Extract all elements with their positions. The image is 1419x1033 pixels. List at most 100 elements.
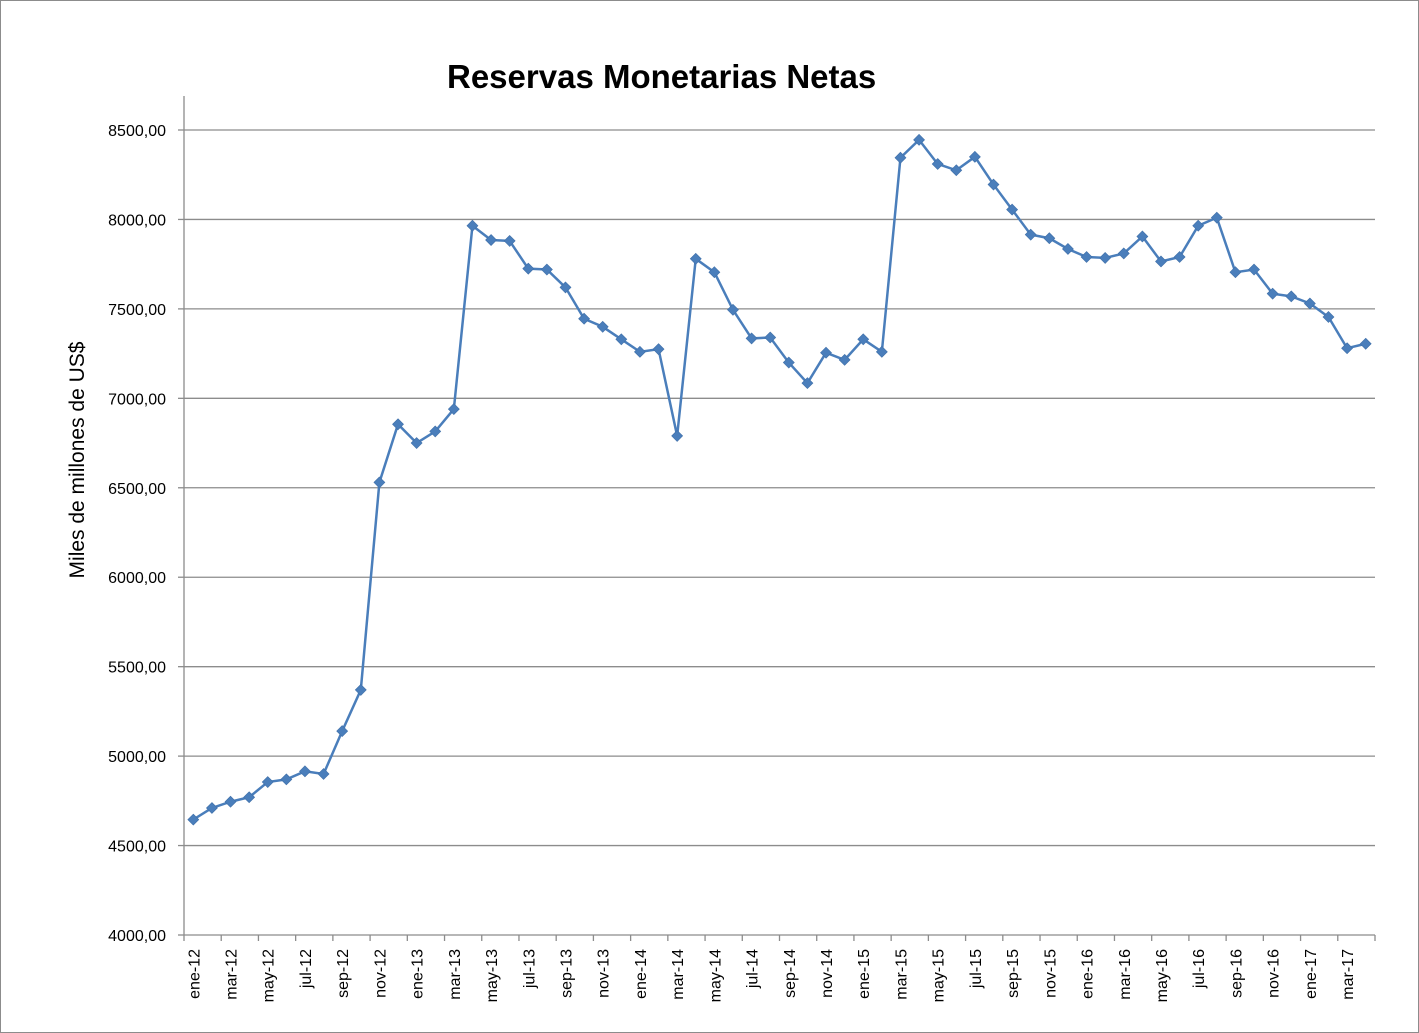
axes <box>178 96 1376 941</box>
data-point <box>466 219 479 232</box>
data-point <box>1192 219 1205 232</box>
x-tick-label: mar-17 <box>1340 949 1357 1000</box>
y-tick-label: 4500,00 <box>108 839 166 856</box>
data-point <box>913 133 925 146</box>
data-point <box>1043 232 1056 245</box>
x-tick-label: mar-12 <box>224 949 241 1000</box>
data-point <box>857 333 870 346</box>
y-tick-labels: 4000,00 4500,00 5000,00 5500,00 6000,00 6500,… <box>108 123 166 945</box>
y-tick-label: 8500,00 <box>108 123 166 140</box>
x-tick-label: ene-14 <box>633 949 650 999</box>
data-point <box>1080 251 1093 263</box>
data-point <box>336 725 349 737</box>
data-point <box>243 791 256 804</box>
data-point <box>1006 203 1019 216</box>
data-point <box>410 437 423 449</box>
data-point <box>392 418 404 431</box>
x-tick-label: jul-15 <box>968 949 985 989</box>
x-tick-label: jul-14 <box>745 949 762 989</box>
data-point <box>1341 342 1354 355</box>
data-point <box>652 343 665 356</box>
x-tick-label: jul-16 <box>1191 949 1208 989</box>
data-point <box>187 813 200 826</box>
data-point <box>894 151 907 164</box>
x-tick-label: may-13 <box>484 949 501 1002</box>
data-point <box>1322 311 1335 323</box>
x-tick-label: jul-12 <box>298 949 315 989</box>
data-point <box>1229 266 1242 279</box>
data-point <box>1173 251 1186 263</box>
gridlines <box>184 129 1375 847</box>
y-tick-label: 6000,00 <box>108 570 166 587</box>
data-point <box>522 262 535 275</box>
data-point <box>205 802 218 814</box>
x-tick-label: ene-17 <box>1303 949 1320 999</box>
data-point <box>1062 243 1074 255</box>
x-tick-label: nov-16 <box>1266 949 1283 998</box>
data-point <box>1136 230 1149 243</box>
data-point <box>1303 297 1316 310</box>
x-tick-label: ene-16 <box>1080 949 1097 999</box>
data-point <box>838 353 851 366</box>
x-tick-label: jul-13 <box>521 949 538 989</box>
data-point <box>373 476 386 489</box>
data-point <box>1024 228 1037 241</box>
x-tick-label: sep-16 <box>1228 949 1245 998</box>
chart-title: Reservas Monetarias Netas <box>447 58 877 95</box>
x-tick-label: sep-12 <box>335 949 352 998</box>
y-tick-label: 7000,00 <box>108 391 166 408</box>
data-point <box>745 332 758 345</box>
x-tick-label: ene-12 <box>186 949 203 999</box>
data-point <box>317 768 330 780</box>
x-tick-label: mar-15 <box>893 949 910 1000</box>
x-tick-label: may-16 <box>1154 949 1171 1002</box>
x-tick-label: nov-15 <box>1042 949 1059 998</box>
y-tick-label: 5000,00 <box>108 749 166 766</box>
data-point <box>764 331 777 344</box>
data-point <box>1117 247 1130 260</box>
data-point <box>596 320 609 333</box>
x-tick-label: nov-14 <box>819 949 836 998</box>
data-point <box>1285 290 1298 303</box>
data-point <box>820 346 832 359</box>
data-point <box>1266 287 1279 300</box>
data-point <box>708 266 721 279</box>
data-point <box>671 429 684 442</box>
data-point <box>447 403 460 415</box>
data-point <box>299 765 311 778</box>
y-tick-label: 4000,00 <box>108 928 166 945</box>
data-point <box>875 345 888 358</box>
x-tick-label: ene-15 <box>856 949 873 999</box>
x-tick-label: ene-13 <box>410 949 427 999</box>
x-tick-label: mar-16 <box>1117 949 1134 1000</box>
data-point <box>634 345 646 358</box>
x-tick-label: may-14 <box>707 949 724 1002</box>
data-point <box>615 333 628 346</box>
data-point <box>931 158 944 170</box>
data-markers <box>187 133 1372 826</box>
data-point <box>429 425 442 438</box>
x-tick-label: mar-14 <box>670 949 687 1000</box>
data-point <box>1248 263 1260 276</box>
x-tick-labels: ene-12 mar-12 may-12 jul-12 sep-12 nov-12 ene-… <box>186 949 1357 1002</box>
data-point <box>540 263 553 276</box>
data-point <box>727 303 739 316</box>
y-tick-label: 6500,00 <box>108 481 166 498</box>
x-tick-label: sep-14 <box>782 949 799 998</box>
x-tick-label: nov-13 <box>596 949 613 998</box>
data-point <box>1210 211 1223 224</box>
data-point <box>578 312 591 325</box>
data-point <box>485 234 497 246</box>
y-tick-label: 7500,00 <box>108 302 166 319</box>
data-point <box>559 281 572 294</box>
data-point <box>987 178 1000 191</box>
x-tick-label: sep-13 <box>558 949 575 998</box>
data-point <box>950 164 963 177</box>
x-tick-label: mar-13 <box>447 949 464 1000</box>
x-tick-label: may-15 <box>931 949 948 1002</box>
data-point <box>354 683 367 696</box>
data-point <box>1155 255 1167 268</box>
data-point <box>261 776 274 788</box>
